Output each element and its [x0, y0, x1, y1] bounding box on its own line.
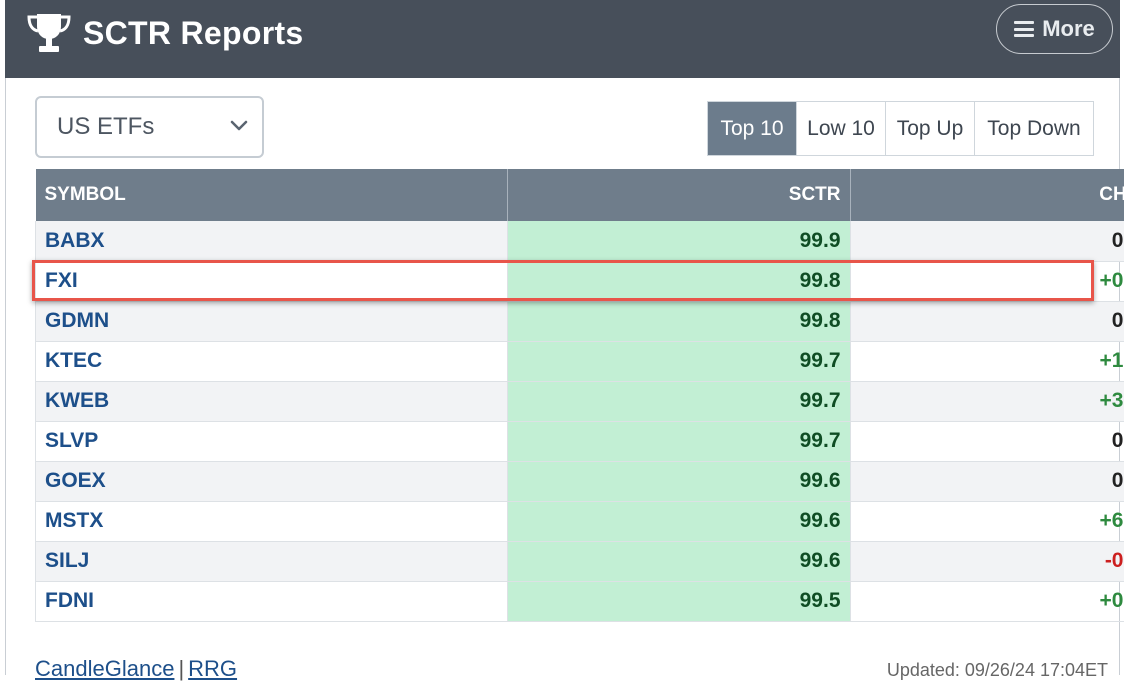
footer-links: CandleGlance|RRG	[35, 656, 237, 682]
column-header-chg[interactable]: CHG	[850, 169, 1124, 221]
footer-separator: |	[178, 656, 184, 681]
hamburger-menu-icon	[1014, 21, 1034, 37]
chg-value: 0.0	[850, 461, 1124, 501]
tab-top-down[interactable]: Top Down	[974, 102, 1093, 155]
column-header-symbol[interactable]: SYMBOL	[36, 169, 508, 221]
chg-value: 0.0	[850, 221, 1124, 261]
sctr-value: 99.5	[507, 581, 850, 621]
symbol-link[interactable]: FDNI	[36, 581, 508, 621]
sctr-table: SYMBOL SCTR CHG BABX99.90.0FXI99.8+0.6GD…	[35, 169, 1124, 622]
chg-value: +6.2	[850, 501, 1124, 541]
universe-select-value: US ETFs	[57, 113, 154, 141]
sctr-value: 99.8	[507, 301, 850, 341]
symbol-link[interactable]: BABX	[36, 221, 508, 261]
symbol-link[interactable]: KTEC	[36, 341, 508, 381]
chg-value: +0.6	[850, 261, 1124, 301]
tab-top-10[interactable]: Top 10	[708, 102, 796, 155]
updated-timestamp: Updated: 09/26/24 17:04ET	[887, 660, 1108, 681]
report-tabs: Top 10 Low 10 Top Up Top Down	[707, 101, 1094, 156]
sctr-value: 99.7	[507, 381, 850, 421]
sctr-value: 99.6	[507, 541, 850, 581]
symbol-link[interactable]: GOEX	[36, 461, 508, 501]
table-header-row: SYMBOL SCTR CHG	[36, 169, 1124, 221]
symbol-link[interactable]: KWEB	[36, 381, 508, 421]
chg-value: 0.0	[850, 301, 1124, 341]
symbol-link[interactable]: MSTX	[36, 501, 508, 541]
sctr-value: 99.7	[507, 341, 850, 381]
sctr-value: 99.7	[507, 421, 850, 461]
candleglance-link[interactable]: CandleGlance	[35, 656, 174, 681]
symbol-link[interactable]: SLVP	[36, 421, 508, 461]
chg-value: +0.9	[850, 581, 1124, 621]
sctr-value: 99.6	[507, 461, 850, 501]
symbol-link[interactable]: SILJ	[36, 541, 508, 581]
sctr-value: 99.8	[507, 261, 850, 301]
universe-select[interactable]: US ETFs	[35, 96, 264, 158]
chg-value: +3.9	[850, 381, 1124, 421]
column-header-sctr[interactable]: SCTR	[507, 169, 850, 221]
sctr-value: 99.9	[507, 221, 850, 261]
symbol-link[interactable]: GDMN	[36, 301, 508, 341]
more-label: More	[1042, 16, 1095, 42]
tab-top-up[interactable]: Top Up	[885, 102, 974, 155]
app-title: SCTR Reports	[83, 15, 304, 52]
chg-value: -0.1	[850, 541, 1124, 581]
trophy-icon	[25, 12, 73, 54]
chevron-down-icon	[230, 119, 248, 133]
symbol-link[interactable]: FXI	[36, 261, 508, 301]
app-header: SCTR Reports More	[5, 0, 1120, 78]
rrg-link[interactable]: RRG	[188, 656, 237, 681]
sctr-value: 99.6	[507, 501, 850, 541]
more-menu-button[interactable]: More	[996, 4, 1113, 54]
chg-value: +1.1	[850, 341, 1124, 381]
tab-low-10[interactable]: Low 10	[796, 102, 885, 155]
chg-value: 0.0	[850, 421, 1124, 461]
